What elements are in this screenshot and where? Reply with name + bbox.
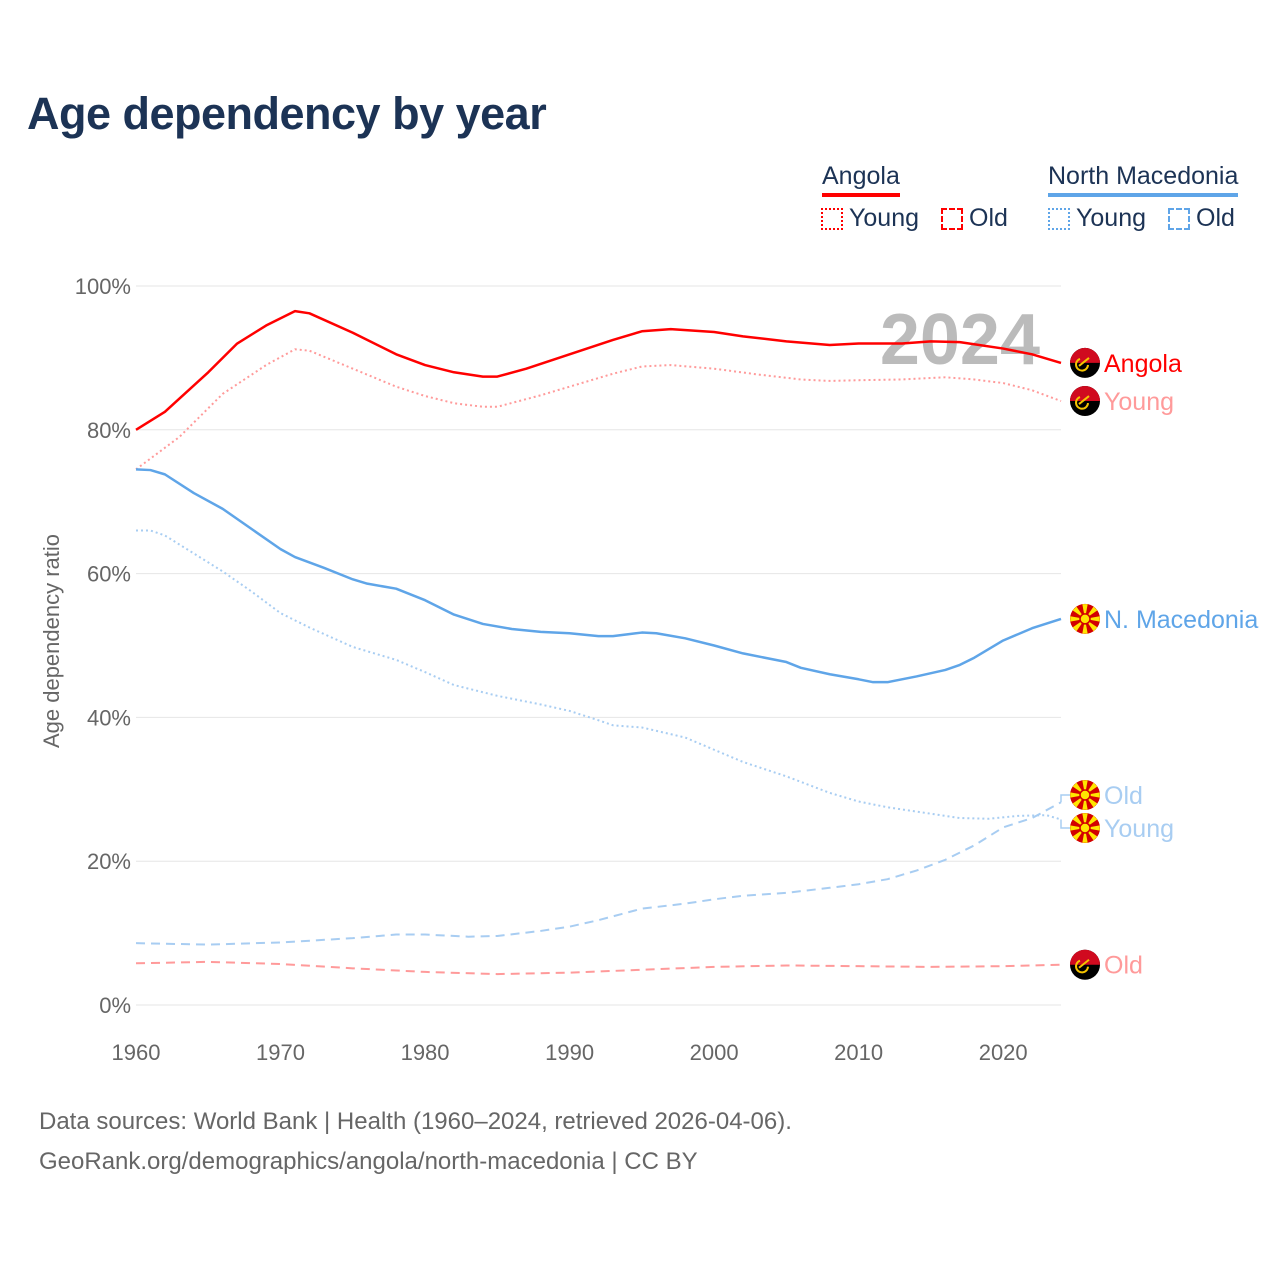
y-tick-label: 80% xyxy=(87,418,131,443)
y-tick-label: 60% xyxy=(87,562,131,587)
angola-emblem xyxy=(1075,395,1090,410)
series-end-label: N. Macedonia xyxy=(1104,606,1258,634)
y-tick-label: 20% xyxy=(87,849,131,874)
sun-ray xyxy=(1070,616,1085,622)
x-tick-label: 1960 xyxy=(112,1040,161,1065)
label-connector xyxy=(1060,794,1070,803)
x-tick-label: 1970 xyxy=(256,1040,305,1065)
sun-disc xyxy=(1079,613,1091,625)
series-line-angola-young xyxy=(135,348,1062,471)
y-tick-label: 40% xyxy=(87,705,131,730)
series-line-north-macedonia xyxy=(135,468,1062,684)
legend-macedonia-old[interactable]: Old xyxy=(1168,204,1235,233)
label-connector xyxy=(1060,819,1070,829)
angola-emblem xyxy=(1075,357,1090,372)
series-line-north-macedonia-old xyxy=(135,801,1062,946)
sun-ray xyxy=(1082,828,1088,843)
legend-label: Old xyxy=(1196,204,1235,232)
source-text: Data sources: World Bank | Health (1960–… xyxy=(39,1108,792,1135)
series-line-angola xyxy=(135,309,1062,431)
sun-ray xyxy=(1082,604,1088,619)
legend-angola-young[interactable]: Young xyxy=(821,204,919,233)
legend-angola[interactable]: Angola xyxy=(822,162,900,197)
dotted-swatch-icon xyxy=(1048,207,1070,230)
series-end-label: Old xyxy=(1104,782,1143,810)
sun-ray xyxy=(1070,825,1085,831)
sun-ray xyxy=(1082,813,1088,828)
chart-title: Age dependency by year xyxy=(27,88,547,139)
series-end-label: Young xyxy=(1104,388,1174,416)
legend-label: Young xyxy=(849,204,919,232)
series-end-label: Angola xyxy=(1104,350,1182,378)
x-tick-label: 1990 xyxy=(545,1040,594,1065)
sun-ray xyxy=(1085,825,1100,831)
sun-ray xyxy=(1082,618,1088,634)
x-tick-label: 1980 xyxy=(401,1040,450,1065)
y-tick-label: 100% xyxy=(75,274,131,299)
angola-flag-red xyxy=(1070,386,1100,402)
x-tick-label: 2010 xyxy=(834,1040,883,1065)
series-line-angola-old xyxy=(135,960,1062,976)
angola-flag-red xyxy=(1070,949,1100,965)
sun-ray xyxy=(1082,780,1088,795)
dashed-swatch-icon xyxy=(941,207,963,230)
legend-label: Young xyxy=(1076,204,1146,232)
sun-disc xyxy=(1079,789,1091,801)
series-line-north-macedonia-young xyxy=(136,529,1062,821)
sun-ray xyxy=(1082,795,1088,810)
series-end-label: Old xyxy=(1104,952,1143,980)
sun-disc xyxy=(1079,822,1091,834)
year-watermark: 2024 xyxy=(880,300,1040,380)
x-tick-label: 2020 xyxy=(979,1040,1028,1065)
sun-ray xyxy=(1085,792,1100,798)
legend-north-macedonia[interactable]: North Macedonia xyxy=(1048,162,1239,197)
dashed-swatch-icon xyxy=(1168,207,1190,230)
source-url[interactable]: GeoRank.org/demographics/angola/north-ma… xyxy=(39,1148,698,1175)
angola-flag-red xyxy=(1070,347,1100,363)
x-tick-label: 2000 xyxy=(690,1040,739,1065)
angola-emblem xyxy=(1075,958,1090,974)
dotted-swatch-icon xyxy=(821,207,843,230)
series-end-label: Young xyxy=(1104,815,1174,843)
y-tick-label: 0% xyxy=(99,993,131,1018)
sun-ray xyxy=(1070,792,1085,798)
legend-label: Old xyxy=(969,204,1008,232)
sun-ray xyxy=(1085,616,1100,622)
legend-angola-old[interactable]: Old xyxy=(941,204,1008,233)
legend-macedonia-young[interactable]: Young xyxy=(1048,204,1146,233)
